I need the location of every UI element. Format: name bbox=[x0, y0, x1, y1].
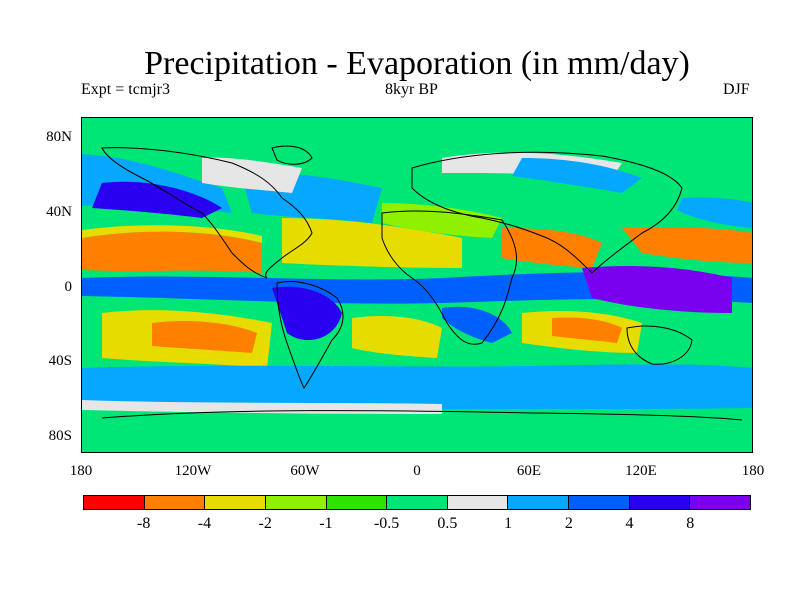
n-pacific-dry bbox=[82, 231, 262, 273]
lon-tick-120e: 120E bbox=[625, 463, 657, 479]
lat-tick-0: 0 bbox=[64, 279, 73, 295]
experiment-label: Expt = tcmjr3 bbox=[81, 81, 171, 98]
colorbar-swatch bbox=[629, 496, 691, 509]
world-map bbox=[81, 117, 753, 453]
antarctica-outline bbox=[101, 410, 743, 421]
n-pacific-dry-edge bbox=[82, 225, 262, 243]
n-america-outline bbox=[101, 147, 313, 279]
plot-title: Precipitation - Evaporation (in mm/day) bbox=[144, 45, 690, 82]
mediterranean-zone bbox=[382, 203, 502, 238]
nw-pacific-dry bbox=[622, 227, 752, 263]
greenland-outline bbox=[271, 145, 313, 165]
colorbar-swatch bbox=[690, 496, 751, 509]
s-africa-wet bbox=[442, 306, 512, 343]
colorbar-swatch bbox=[326, 496, 388, 509]
s-atlantic-dry bbox=[352, 316, 442, 358]
w-pacific-wet bbox=[677, 197, 752, 228]
colorbar-swatch bbox=[387, 496, 448, 509]
lat-tick-40s: 40S bbox=[48, 353, 72, 369]
colorbar-label: -2 bbox=[258, 515, 272, 532]
eurasia-wet bbox=[512, 158, 642, 193]
n-pacific-core bbox=[92, 181, 222, 218]
lat-tick-40n: 40N bbox=[46, 204, 72, 220]
colorbar-swatch bbox=[265, 496, 327, 509]
colorbar-label: -8 bbox=[137, 515, 151, 532]
lon-tick-180e: 180 bbox=[741, 463, 765, 479]
season-label: DJF bbox=[723, 81, 750, 98]
lon-tick-120w: 120W bbox=[174, 463, 212, 479]
colorbar-label: -1 bbox=[319, 515, 333, 532]
s-pacific-dry-core bbox=[152, 321, 257, 353]
coastlines bbox=[101, 145, 743, 421]
period-label: 8kyr BP bbox=[385, 81, 438, 98]
colorbar-label: 1 bbox=[504, 515, 513, 532]
lat-tick-80n: 80N bbox=[46, 129, 72, 145]
lon-tick-180w: 180 bbox=[69, 463, 93, 479]
amazon-wet bbox=[272, 286, 342, 341]
colorbar-swatch bbox=[84, 496, 145, 509]
colorbar-label: -4 bbox=[197, 515, 212, 532]
n-atlantic-dry bbox=[282, 218, 462, 268]
maritime-continent-wet bbox=[582, 266, 732, 313]
lon-tick-60e: 60E bbox=[516, 463, 542, 479]
colorbar-swatch bbox=[447, 496, 509, 509]
colorbar-label: 8 bbox=[686, 515, 695, 532]
southern-ocean-wet bbox=[82, 364, 752, 410]
s-america-outline bbox=[276, 280, 344, 389]
s-indian-dry-core bbox=[552, 317, 622, 343]
itcz-wet bbox=[82, 272, 752, 304]
lat-tick-80s: 80S bbox=[48, 428, 72, 444]
colorbar bbox=[83, 495, 751, 510]
n-america-grey bbox=[202, 157, 302, 193]
colorbar-label: 4 bbox=[625, 515, 634, 532]
map-svg bbox=[82, 118, 752, 452]
africa-outline bbox=[381, 210, 518, 345]
colorbar-swatch bbox=[205, 496, 266, 509]
colorbar-label: -0.5 bbox=[373, 515, 400, 532]
colorbar-label: 0.5 bbox=[437, 515, 458, 532]
colorbar-swatch bbox=[144, 496, 206, 509]
lon-tick-60w: 60W bbox=[290, 463, 320, 479]
antarctica bbox=[82, 419, 752, 452]
eurasia-outline bbox=[411, 151, 683, 274]
australia-outline bbox=[626, 325, 693, 365]
colorbar-swatch bbox=[508, 496, 570, 509]
lon-tick-0: 0 bbox=[413, 463, 421, 479]
colorbar-swatch bbox=[569, 496, 630, 509]
colorbar-label: 2 bbox=[564, 515, 573, 532]
